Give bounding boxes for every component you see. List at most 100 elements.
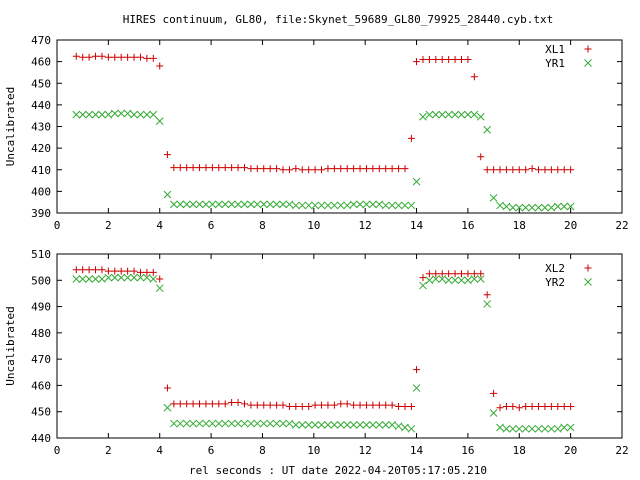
chart1-xl1-point (253, 165, 261, 173)
chart2-xl2-point (395, 402, 403, 410)
chart2-yr2-point (401, 423, 409, 432)
chart2-yr2-point (375, 421, 384, 429)
chart2-xl2-point (470, 270, 478, 278)
chart2-xl2-point (292, 402, 300, 410)
chart1-yr1-point (123, 109, 132, 118)
chart1-yr1-point (560, 202, 569, 211)
chart2-yr2-point (470, 275, 479, 283)
chart2-xl2-point (477, 270, 485, 278)
chart1-yr1-point (317, 201, 326, 210)
chart1-xl1-point (228, 164, 236, 172)
chart2-xl2-point (413, 366, 421, 374)
chart1-xl1-point (541, 166, 549, 174)
chart1-xl1-point (419, 55, 427, 63)
chart2-yr2-point (560, 423, 569, 432)
chart2-xl2-point (407, 402, 415, 410)
chart2-x-tick-label: 16 (461, 444, 474, 457)
chart2-x-tick-label: 20 (564, 444, 577, 457)
chart1-xl1-point (382, 165, 390, 173)
chart1-yr1-point (336, 201, 345, 210)
chart2-xl2-point (228, 399, 236, 407)
chart2-yr2-point (240, 419, 249, 428)
chart1-yr1-point (298, 201, 307, 210)
chart2-x-tick-label: 2 (105, 444, 112, 457)
chart2-xl2-point (149, 268, 157, 276)
chart1-xl1-point (85, 53, 93, 61)
chart2-yr2-point (104, 273, 113, 282)
chart2-yr2-point (298, 421, 307, 429)
chart1-legend-yr1-marker (584, 59, 592, 67)
chart2-x-tick-label: 8 (259, 444, 266, 457)
chart1-x-tick-label: 0 (54, 219, 61, 232)
chart2-yr2-point (369, 421, 377, 429)
chart1-xl1-point (130, 53, 138, 61)
chart2-xl2-point (285, 402, 293, 410)
chart1-xl1-point (111, 53, 119, 61)
chart1-xl1-point (438, 55, 446, 63)
chart1-xl1-point (318, 166, 326, 174)
chart1-x-tick-label: 4 (156, 219, 163, 232)
chart2-yr2-point (123, 273, 132, 282)
chart2-xl2-point (143, 268, 151, 276)
chart1-x-tick-label: 2 (105, 219, 112, 232)
chart1-xl1-point (337, 165, 345, 173)
chart1-yr1-point (202, 200, 210, 209)
chart1-yr1-point (483, 125, 492, 134)
chart1-yr1-point (266, 200, 275, 209)
chart2-xl2-point (438, 270, 446, 278)
chart2-xl2-point (496, 404, 504, 412)
chart2-yr2-point (489, 409, 498, 417)
chart2-xl2-point (356, 401, 364, 409)
chart2-yr2-point (227, 419, 236, 428)
chart1-yr1-point (407, 201, 416, 210)
chart1-xl1-point (350, 165, 358, 173)
chart1-xl1-point (425, 55, 433, 63)
chart1-x-tick-label: 6 (208, 219, 215, 232)
chart2-yr2-point (534, 424, 543, 433)
chart2-xl2-point (260, 401, 268, 409)
chart2-xl2-point (318, 401, 326, 409)
chart2-yr2-point (169, 419, 178, 428)
chart1-xl1-point (266, 165, 274, 173)
chart2-yr2-point (336, 421, 345, 429)
chart2-xl2-point (369, 401, 377, 409)
chart2-xl2-point (124, 267, 132, 275)
chart2-yr2-point (451, 276, 459, 285)
chart1-yr1-point (208, 200, 217, 209)
chart2-yr2-point (189, 419, 197, 428)
chart1-xl1-point (432, 55, 440, 63)
chart2-xl2-point (547, 402, 555, 410)
chart2-xl2-point (156, 275, 164, 283)
chart1-xl1-point (279, 166, 287, 174)
chart2-yr2-point (136, 273, 145, 282)
chart1-xl1-point (560, 166, 568, 174)
chart2-xl2-point (130, 267, 138, 275)
chart1-xl1-point (176, 164, 184, 172)
chart2-xl2-point (266, 401, 274, 409)
chart1-xl1-point (98, 52, 106, 60)
chart1-xl1-point (490, 166, 498, 174)
chart2-x-tick-label: 6 (208, 444, 215, 457)
chart1-y-tick-label: 400 (31, 185, 51, 198)
chart1-xl1-point (528, 165, 536, 173)
chart2-yr2-point (464, 276, 472, 285)
chart2-yr2-point (85, 275, 93, 283)
chart1-yr1-point (279, 200, 287, 209)
chart2-y-tick-label: 450 (31, 406, 51, 419)
chart2-yr2-point (72, 275, 81, 283)
chart2-xl2-point (298, 402, 306, 410)
chart1-y-tick-label: 440 (31, 99, 51, 112)
chart1-yr1-point (227, 200, 236, 209)
chart1-yr1-point (149, 110, 158, 119)
chart1-xl1-point (143, 54, 151, 62)
chart2-yr2-point (247, 419, 255, 428)
chart2-yr2-point (176, 419, 185, 428)
chart1-xl1-point (189, 164, 197, 172)
chart2-xl2-point (388, 401, 396, 409)
chart1-yr1-point (176, 200, 185, 209)
chart1-xl1-point (356, 165, 364, 173)
chart1-xl1-point (515, 166, 523, 174)
chart1-yr1-point (285, 200, 294, 209)
chart2-yr2-point (202, 419, 210, 428)
chart1-yr1-point (508, 203, 517, 212)
